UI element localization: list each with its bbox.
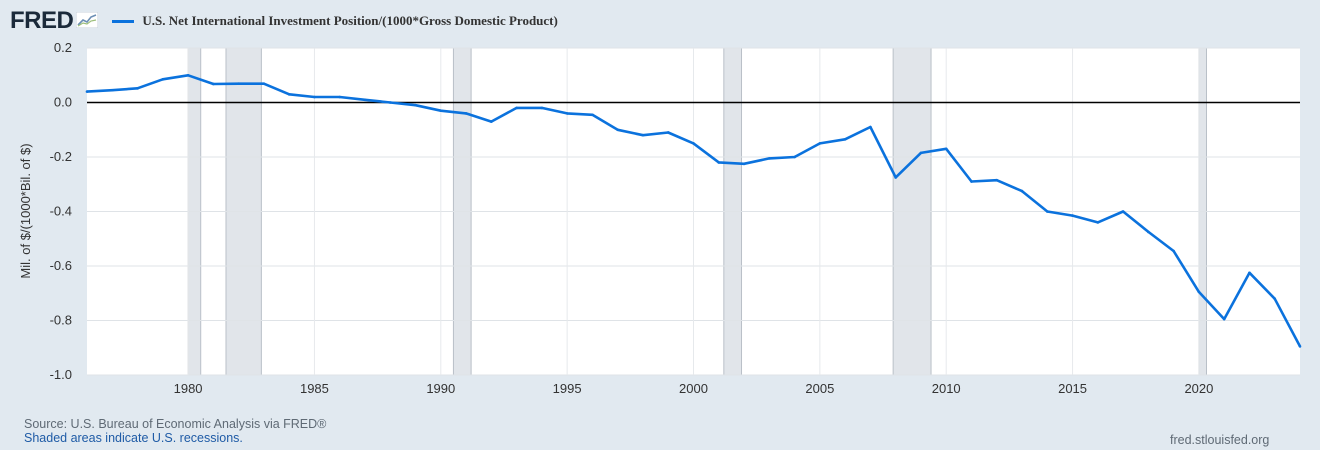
- data-point: [843, 137, 847, 141]
- data-point: [439, 109, 443, 112]
- data-point: [287, 93, 291, 96]
- data-point: [515, 106, 518, 110]
- data-point: [1298, 345, 1302, 348]
- y-tick-label: -0.8: [50, 313, 72, 328]
- data-point: [768, 157, 771, 160]
- data-point: [262, 82, 266, 85]
- data-point: [717, 161, 721, 164]
- data-point: [313, 95, 316, 99]
- y-tick-label: 0.2: [54, 40, 72, 55]
- x-tick-label: 2020: [1184, 381, 1213, 396]
- chart-header: FRED U.S. Net International Investment P…: [10, 8, 558, 34]
- y-axis-label: Mil. of $/(1000*Bil. of $): [18, 143, 33, 278]
- source-note: Source: U.S. Bureau of Economic Analysis…: [24, 417, 326, 445]
- data-point: [136, 87, 139, 90]
- data-point: [818, 142, 822, 145]
- chart-trend-icon: [75, 11, 99, 33]
- data-point: [464, 112, 468, 115]
- fred-logo[interactable]: FRED: [10, 7, 99, 34]
- data-point: [666, 131, 670, 134]
- x-tick-label: 1995: [553, 381, 582, 396]
- legend: U.S. Net International Investment Positi…: [112, 13, 558, 29]
- data-point: [1096, 221, 1100, 224]
- data-point: [1020, 189, 1024, 193]
- data-point: [1045, 210, 1049, 213]
- data-point: [641, 133, 645, 137]
- source-text: Source: U.S. Bureau of Economic Analysis…: [24, 417, 327, 431]
- data-point: [970, 180, 973, 183]
- legend-swatch: [112, 19, 135, 23]
- data-point: [869, 125, 872, 129]
- x-tick-label: 1980: [174, 381, 203, 396]
- data-point: [388, 101, 392, 104]
- x-tick-label: 2015: [1058, 381, 1087, 396]
- data-point: [161, 78, 165, 81]
- gridlines: [87, 47, 1300, 376]
- series-layer: [85, 73, 1302, 348]
- data-point: [565, 112, 569, 115]
- data-point: [363, 98, 367, 102]
- data-point: [490, 120, 493, 123]
- data-point: [995, 178, 999, 182]
- data-point: [237, 82, 240, 85]
- x-tick-label: 1985: [300, 381, 329, 396]
- data-point: [1071, 214, 1074, 217]
- site-link[interactable]: fred.stlouisfed.org: [1170, 433, 1270, 447]
- data-point: [591, 113, 594, 117]
- data-point: [793, 155, 796, 159]
- data-point: [919, 151, 923, 155]
- x-tick-label: 2000: [679, 381, 708, 396]
- data-point: [1197, 290, 1201, 294]
- data-point: [414, 103, 417, 107]
- y-tick-label: -0.6: [50, 258, 72, 273]
- data-point: [212, 82, 215, 86]
- data-point: [1121, 210, 1125, 213]
- data-point: [894, 176, 897, 179]
- fred-logo-text: FRED: [10, 7, 74, 34]
- x-tick-label: 1990: [426, 381, 455, 396]
- y-tick-label: -0.2: [50, 149, 72, 164]
- legend-label: U.S. Net International Investment Positi…: [142, 13, 558, 28]
- data-point: [944, 147, 948, 151]
- data-point: [110, 88, 114, 92]
- data-point: [540, 106, 544, 110]
- y-tick-label: -1.0: [50, 367, 72, 382]
- data-point: [186, 73, 190, 77]
- x-tick-label: 2005: [805, 381, 834, 396]
- data-point: [1147, 230, 1150, 234]
- y-tick-label: -0.4: [50, 204, 72, 219]
- data-point: [85, 90, 89, 93]
- y-tick-labels: 0.2 0.0 -0.2 -0.4 -0.6 -0.8 -1.0: [50, 40, 72, 382]
- y-tick-label: 0.0: [54, 95, 72, 110]
- data-point: [692, 142, 695, 145]
- x-tick-labels: 1980 1985 1990 1995 2000 2005 2010 2015 2020: [174, 381, 1214, 396]
- data-point: [742, 162, 746, 166]
- data-point: [1248, 271, 1251, 275]
- data-point: [616, 128, 619, 132]
- recession-note: Shaded areas indicate U.S. recessions.: [24, 431, 243, 445]
- data-point: [1172, 249, 1175, 253]
- data-point: [1222, 317, 1226, 321]
- data-point: [1273, 297, 1277, 301]
- data-point: [338, 95, 342, 99]
- x-tick-label: 2010: [932, 381, 961, 396]
